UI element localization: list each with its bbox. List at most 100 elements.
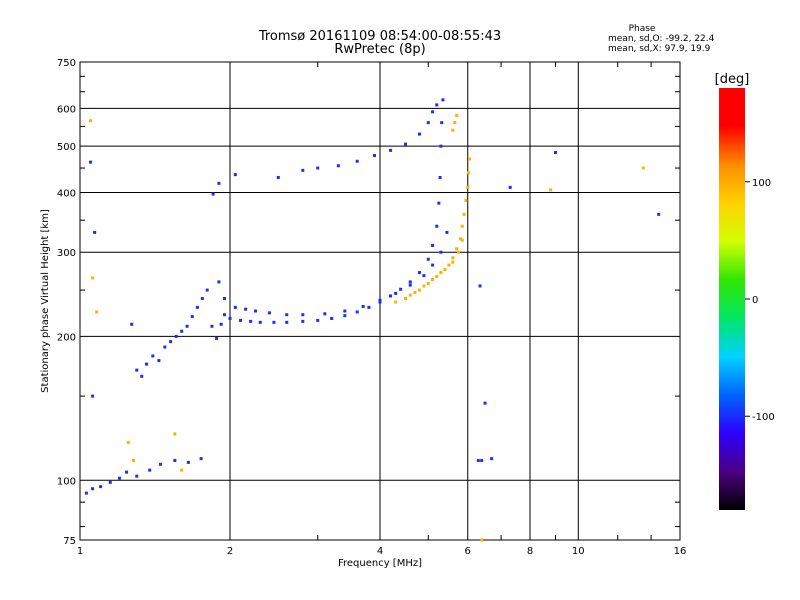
data-point-x [466, 185, 470, 189]
data-points [84, 98, 661, 542]
data-point-x [435, 274, 439, 278]
data-point-o [361, 304, 365, 308]
data-point-o [158, 462, 162, 466]
data-point-o [480, 458, 484, 462]
data-point-o [435, 103, 439, 107]
data-point-o [426, 257, 430, 261]
data-point-o [276, 175, 280, 179]
data-point-o [267, 311, 271, 315]
plot-grid [80, 62, 680, 540]
data-point-o [195, 305, 199, 309]
colorbar-ticks: 100 0 -100 [745, 178, 775, 423]
y-axis-label: Stationary phase Virtual Height [km] [40, 209, 51, 393]
data-point-x [457, 250, 461, 254]
data-point-o [117, 476, 121, 480]
data-point-o [169, 340, 173, 344]
data-point-o [135, 474, 139, 478]
data-point-o [316, 318, 320, 322]
data-point-o [417, 271, 421, 275]
phase-stats-x: mean, sd,X: 97.9, 19.9 [608, 44, 711, 54]
data-point-o [233, 173, 237, 177]
data-point-x [460, 238, 464, 242]
data-point-o [173, 458, 177, 462]
phase-heading: Phase [629, 24, 656, 34]
data-point-o [301, 313, 305, 317]
y-axis-ticks: 75 100 200 300 400 500 600 750 [57, 58, 680, 547]
data-point-o [91, 487, 95, 491]
data-point-o [217, 280, 221, 284]
data-point-o [84, 491, 88, 495]
data-point-o [180, 329, 184, 333]
data-point-o [422, 274, 426, 278]
data-point-o [253, 309, 257, 313]
data-point-o [408, 283, 412, 287]
data-point-o [431, 243, 435, 247]
x-tick-label: 2 [227, 546, 233, 557]
data-point-x [394, 300, 398, 304]
data-point-o [272, 320, 276, 324]
data-point-o [441, 98, 445, 102]
data-point-o [399, 287, 403, 291]
data-point-o [437, 201, 441, 205]
data-point-o [151, 354, 155, 358]
data-point-x [447, 263, 451, 267]
data-point-x [426, 282, 430, 286]
chart-title: Tromsø 20161109 08:54:00-08:55:43 [258, 29, 501, 44]
data-point-o [343, 314, 347, 318]
data-point-o [190, 315, 194, 319]
data-point-x [126, 440, 130, 444]
data-point-x [453, 121, 457, 125]
data-point-x [464, 198, 468, 202]
data-point-o [439, 250, 443, 254]
data-point-o [426, 121, 430, 125]
x-tick-label: 10 [572, 546, 585, 557]
x-axis-ticks: 1 2 4 6 8 10 16 [77, 62, 686, 557]
data-point-o [99, 485, 103, 489]
data-point-o [403, 142, 407, 146]
data-point-o [205, 288, 209, 292]
colorbar-label: [deg] [715, 72, 750, 87]
data-point-o [249, 319, 253, 323]
data-point-o [223, 297, 227, 301]
x-axis-label: Frequency [MHz] [338, 558, 422, 569]
data-point-o [93, 230, 97, 234]
data-point-o [355, 159, 359, 163]
data-point-o [91, 394, 95, 398]
data-point-x [443, 268, 447, 272]
data-point-o [476, 458, 480, 462]
plot-frame [79, 61, 681, 541]
data-point-o [490, 457, 494, 461]
y-tick-label: 600 [57, 104, 76, 115]
data-point-o [215, 336, 219, 340]
data-point-o [186, 460, 190, 464]
y-tick-label: 750 [57, 58, 76, 69]
data-point-o [355, 310, 359, 314]
data-point-o [285, 320, 289, 324]
data-point-x [180, 468, 184, 472]
data-point-x [422, 284, 426, 288]
data-point-x [131, 458, 135, 462]
data-point-o [125, 470, 129, 474]
data-point-o [135, 368, 139, 372]
data-point-o [199, 457, 203, 461]
data-point-x [468, 157, 472, 161]
x-tick-label: 6 [465, 546, 471, 557]
data-point-o [219, 322, 223, 326]
data-point-o [478, 284, 482, 288]
data-point-x [451, 256, 455, 260]
data-point-x [413, 291, 417, 295]
y-tick-label: 500 [57, 142, 76, 153]
data-point-o [417, 132, 421, 136]
data-point-o [239, 318, 243, 322]
data-point-x [466, 171, 470, 175]
data-point-o [157, 359, 161, 363]
data-point-o [394, 291, 398, 295]
x-tick-label: 1 [77, 546, 83, 557]
data-point-x [439, 271, 443, 275]
y-tick-label: 200 [57, 332, 76, 343]
data-point-o [223, 313, 227, 317]
data-point-x [91, 276, 95, 280]
data-point-o [330, 316, 334, 320]
data-point-o [373, 154, 377, 158]
